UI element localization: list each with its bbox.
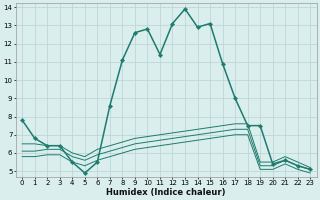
X-axis label: Humidex (Indice chaleur): Humidex (Indice chaleur) bbox=[107, 188, 226, 197]
